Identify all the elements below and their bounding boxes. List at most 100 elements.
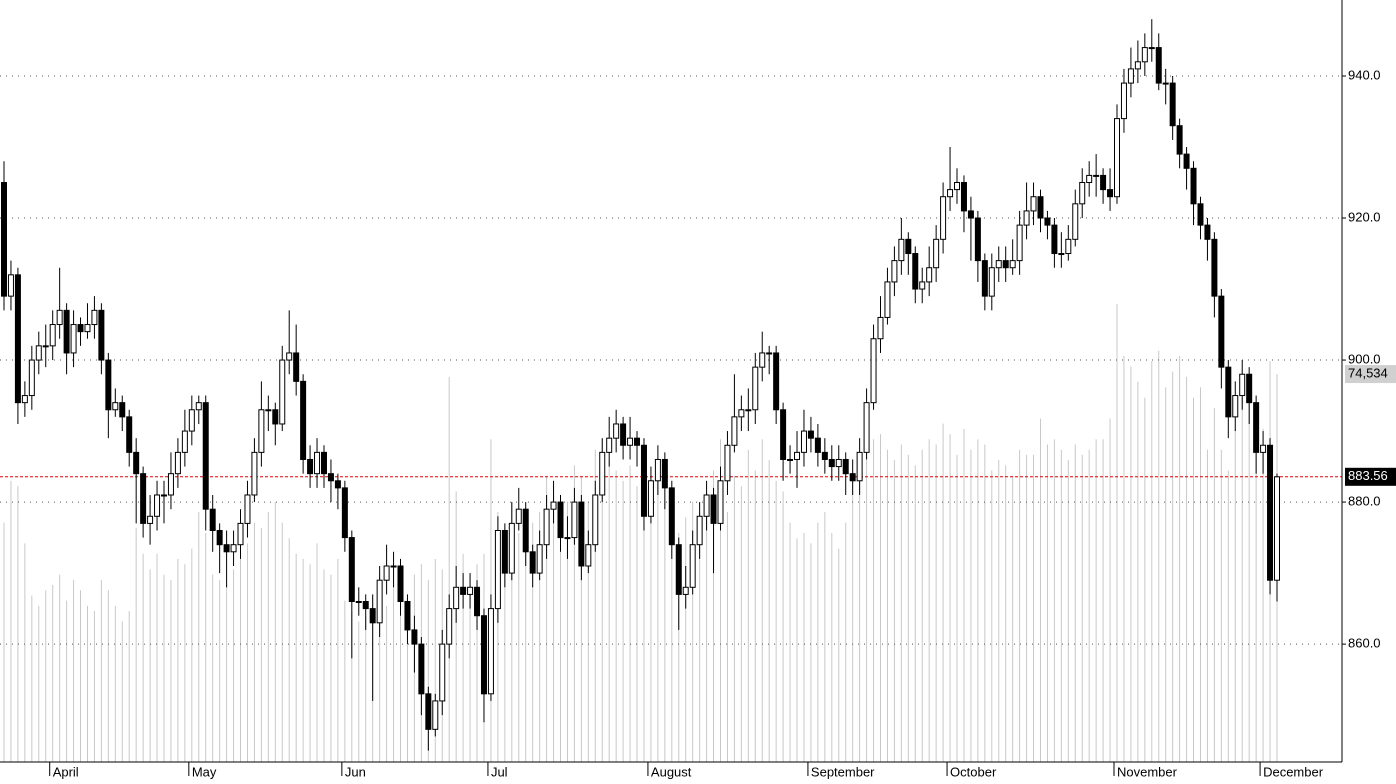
y-tick-label: 940.0 [1348, 67, 1381, 82]
candle-body [585, 544, 592, 567]
candle-body [1051, 224, 1058, 255]
candle-body [7, 274, 14, 297]
candle-body [42, 345, 49, 348]
candle-body [56, 309, 63, 326]
candle-body [49, 324, 56, 347]
candle-body [724, 444, 731, 482]
candle-body [1044, 217, 1051, 226]
candle-body [265, 409, 272, 412]
candle-body [717, 480, 724, 524]
candle-body [91, 309, 98, 326]
y-tick-label: 900.0 [1348, 351, 1381, 366]
candle-body [738, 409, 745, 418]
candle-body [933, 238, 940, 269]
candle-body [835, 458, 842, 468]
candle-body [564, 537, 571, 540]
candle-body [1072, 203, 1079, 240]
candle-body [1093, 174, 1100, 177]
y-tick-label: 920.0 [1348, 209, 1381, 224]
volume-label-box [1345, 365, 1396, 384]
candle-body [988, 267, 995, 297]
candle-body [376, 579, 383, 624]
candle-body [383, 565, 390, 581]
candle-body [84, 324, 91, 333]
x-tick-label: September [811, 764, 875, 779]
candle-body [1030, 196, 1037, 212]
candle-body [529, 551, 536, 574]
candle-body [877, 316, 884, 340]
candle-body [515, 508, 522, 524]
candle-layer [1, 19, 1280, 751]
candle-body [355, 601, 362, 604]
candle-body [494, 529, 501, 610]
candle-body [599, 451, 606, 496]
candle-body [578, 501, 585, 567]
candle-body [314, 451, 321, 475]
candle-body [35, 345, 42, 361]
candle-body [460, 586, 467, 595]
candle-body [891, 260, 898, 283]
candle-body [571, 501, 578, 539]
candle-body [1246, 373, 1253, 404]
candle-body [1148, 47, 1155, 50]
candle-body [1, 182, 7, 297]
candle-body [112, 402, 119, 411]
candle-body [780, 409, 787, 460]
x-tick-label: May [192, 764, 217, 779]
candle-body [1002, 260, 1009, 269]
candle-body [731, 416, 738, 446]
candle-body [501, 529, 508, 574]
candle-body [863, 402, 870, 453]
candle-body [216, 529, 223, 546]
candle-body [1086, 174, 1093, 184]
candle-body [613, 423, 620, 439]
candle-body [1218, 295, 1225, 368]
candle-body [634, 437, 641, 446]
candle-body [1260, 444, 1267, 453]
candle-body [487, 608, 494, 695]
candle-body [230, 544, 237, 553]
candle-body [195, 402, 202, 411]
candle-body [898, 238, 905, 262]
candle-body [1225, 366, 1232, 418]
candle-body [133, 451, 140, 475]
candle-body [773, 352, 780, 411]
candle-body [703, 494, 710, 517]
candle-body [404, 601, 411, 631]
candle-body [592, 494, 599, 546]
candle-body [21, 395, 28, 404]
candle-body [432, 700, 439, 730]
candle-body [446, 608, 453, 645]
candle-body [63, 309, 70, 354]
candle-body [418, 643, 425, 695]
candle-body [334, 480, 341, 489]
candle-body [814, 437, 821, 453]
candle-body [1037, 196, 1044, 219]
candle-body [1023, 210, 1030, 226]
candle-body [341, 487, 348, 539]
x-tick-label: Jul [491, 764, 508, 779]
candle-body [821, 451, 828, 460]
candle-body [1197, 203, 1204, 226]
candle-body [842, 458, 849, 475]
volume-last-label: 74,534 [1348, 365, 1388, 380]
x-tick-label: December [1263, 764, 1324, 779]
candle-body [1016, 224, 1023, 262]
candle-body [272, 409, 279, 425]
candle-body [28, 359, 35, 397]
candle-body [661, 458, 668, 489]
candle-body [1100, 174, 1107, 191]
candle-body [279, 359, 286, 425]
candle-body [390, 565, 397, 568]
candle-body [140, 473, 147, 524]
candle-body [223, 544, 230, 553]
candle-body [126, 416, 133, 453]
candle-body [327, 473, 334, 482]
candle-body [174, 451, 181, 475]
candle-body [981, 260, 988, 297]
candle-body [411, 629, 418, 645]
x-tick-label: Jun [345, 764, 366, 779]
candle-body [188, 409, 195, 432]
